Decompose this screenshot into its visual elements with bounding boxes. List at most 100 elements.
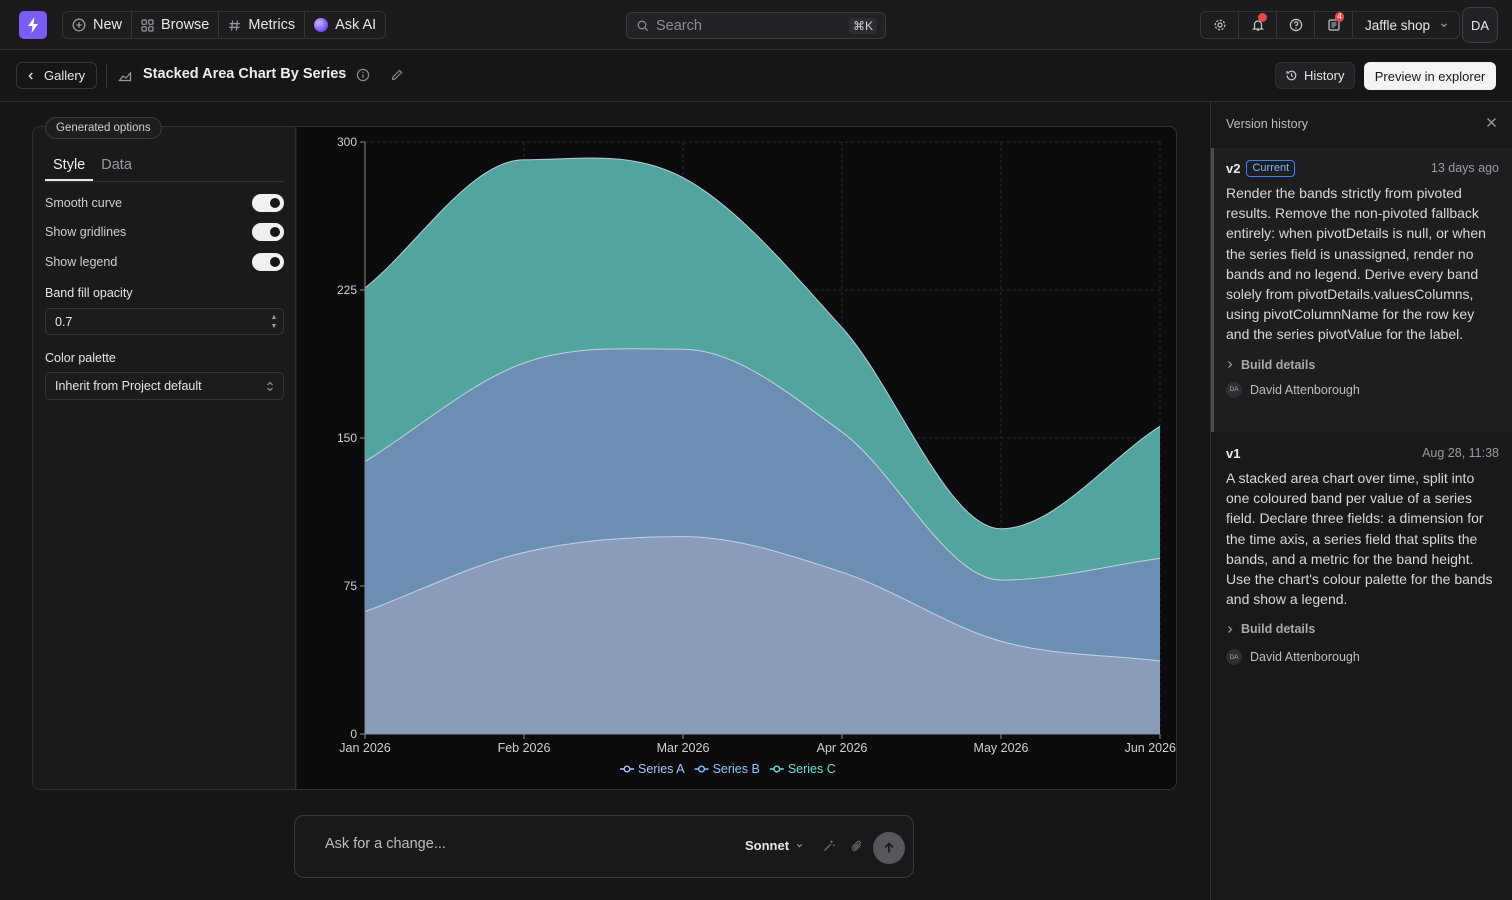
area-chart-icon xyxy=(118,69,132,83)
show-legend-label: Show legend xyxy=(45,255,118,269)
version-date: 13 days ago xyxy=(1430,161,1499,175)
news-icon xyxy=(1327,18,1341,32)
version-history-panel: Version history v2 Current 13 days ago R… xyxy=(1210,102,1512,900)
y-tick-label: 150 xyxy=(337,431,357,445)
version-history-title: Version history xyxy=(1226,117,1308,131)
updates-count: 4 xyxy=(1335,12,1344,22)
metrics-button[interactable]: Metrics xyxy=(219,12,306,38)
x-tick-label: Jun 2026 xyxy=(1125,741,1176,755)
build-details-toggle[interactable]: Build details xyxy=(1226,622,1499,636)
search-input[interactable] xyxy=(656,17,849,34)
pencil-icon[interactable] xyxy=(390,68,404,82)
metrics-button-label: Metrics xyxy=(248,17,296,33)
options-panel: Style Data Smooth curve Show gridlines S… xyxy=(33,127,296,789)
band-fill-opacity-input[interactable] xyxy=(46,314,265,329)
band-fill-opacity-field: ▲ ▼ xyxy=(45,308,284,335)
build-details-label: Build details xyxy=(1241,622,1316,637)
x-tick-label: May 2026 xyxy=(974,741,1029,755)
main-nav: New Browse Metrics Ask AI xyxy=(62,11,387,39)
grid-icon xyxy=(141,18,154,32)
color-palette-select[interactable]: Inherit from Project default xyxy=(45,372,284,400)
notification-dot xyxy=(1258,13,1267,22)
chevron-right-icon xyxy=(1226,360,1234,369)
show-legend-toggle[interactable] xyxy=(252,253,284,271)
current-badge: Current xyxy=(1246,159,1296,177)
history-button[interactable]: History xyxy=(1275,62,1356,89)
model-name: Sonnet xyxy=(745,838,790,853)
y-tick-label: 300 xyxy=(337,135,357,149)
workspace-name: Jaffle shop xyxy=(1365,17,1431,33)
series-line-series-a xyxy=(364,536,1161,662)
back-label: Gallery xyxy=(44,68,86,83)
history-label: History xyxy=(1304,68,1345,83)
version-author: DA David Attenborough xyxy=(1226,649,1499,666)
build-details-toggle[interactable]: Build details xyxy=(1226,358,1499,372)
version-entry-v1[interactable]: v1 Aug 28, 11:38 A stacked area chart ov… xyxy=(1211,433,1512,683)
top-actions: 4 Jaffle shop xyxy=(1200,11,1461,39)
back-to-gallery-button[interactable]: Gallery xyxy=(16,62,98,89)
smooth-curve-toggle[interactable] xyxy=(252,194,284,212)
search-icon xyxy=(637,20,649,32)
y-tick-label: 225 xyxy=(337,283,357,297)
show-gridlines-toggle[interactable] xyxy=(252,223,284,241)
browse-button[interactable]: Browse xyxy=(132,12,220,38)
help-icon xyxy=(1289,18,1303,32)
opacity-stepper[interactable]: ▲ ▼ xyxy=(265,309,283,334)
version-entry-v2[interactable]: v2 Current 13 days ago Render the bands … xyxy=(1211,148,1512,432)
info-icon[interactable] xyxy=(356,68,370,82)
page-title: Stacked Area Chart By Series xyxy=(143,66,347,82)
version-header: v2 Current 13 days ago xyxy=(1226,158,1499,178)
color-palette-value: Inherit from Project default xyxy=(55,379,202,393)
close-icon[interactable] xyxy=(1485,116,1498,129)
select-chevrons-icon xyxy=(266,381,274,392)
gear-icon xyxy=(1213,18,1227,32)
wand-icon[interactable] xyxy=(822,839,836,853)
updates-button[interactable]: 4 xyxy=(1315,12,1353,38)
browse-button-label: Browse xyxy=(161,17,210,33)
search-box[interactable]: ⌘K xyxy=(626,12,886,39)
workspace-switcher[interactable]: Jaffle shop xyxy=(1353,12,1459,38)
new-button[interactable]: New xyxy=(63,12,133,38)
plus-circle-icon xyxy=(72,18,86,32)
version-label-group: v2 Current xyxy=(1226,159,1296,177)
history-icon xyxy=(1285,69,1298,82)
user-avatar[interactable]: DA xyxy=(1462,7,1498,43)
legend-marker xyxy=(773,765,781,773)
settings-button[interactable] xyxy=(1201,12,1239,38)
version-header: v1 Aug 28, 11:38 xyxy=(1226,443,1499,463)
color-palette-label: Color palette xyxy=(45,351,116,365)
version-description: Render the bands strictly from pivoted r… xyxy=(1226,185,1486,343)
hash-icon xyxy=(228,19,241,32)
version-number: v2 xyxy=(1226,160,1241,176)
y-tick-label: 75 xyxy=(344,579,358,593)
model-selector[interactable]: Sonnet xyxy=(745,838,804,853)
send-button[interactable] xyxy=(873,832,905,864)
ask-ai-button[interactable]: Ask AI xyxy=(305,12,385,38)
prompt-input[interactable] xyxy=(325,836,705,852)
x-tick-label: Feb 2026 xyxy=(498,741,551,755)
legend-label: Series B xyxy=(713,762,760,776)
chevron-left-icon xyxy=(26,71,36,81)
paperclip-icon[interactable] xyxy=(850,839,864,853)
smooth-curve-row: Smooth curve xyxy=(45,193,284,213)
stepper-down-icon[interactable]: ▼ xyxy=(270,322,278,330)
bolt-icon xyxy=(28,17,38,33)
help-button[interactable] xyxy=(1277,12,1315,38)
tab-data[interactable]: Data xyxy=(101,157,132,173)
area-band-series-b xyxy=(365,348,1160,661)
area-band-series-c xyxy=(365,157,1160,581)
tab-style[interactable]: Style xyxy=(45,152,94,181)
build-details-label: Build details xyxy=(1241,357,1316,372)
series-line-series-c xyxy=(364,157,1161,530)
version-date: Aug 28, 11:38 xyxy=(1422,446,1499,460)
author-avatar: DA xyxy=(1226,381,1242,398)
arrow-up-icon xyxy=(882,841,896,855)
generated-options-badge: Generated options xyxy=(45,117,162,139)
stepper-up-icon[interactable]: ▲ xyxy=(270,313,278,321)
search-shortcut: ⌘K xyxy=(848,17,877,34)
stacked-area-chart: 0 75 150 225 300 Jan 2026 Feb 2026 Mar 2026 Apr … xyxy=(337,135,1176,776)
notifications-button[interactable] xyxy=(1239,12,1277,38)
app-logo[interactable] xyxy=(19,11,47,39)
preview-in-explorer-button[interactable]: Preview in explorer xyxy=(1364,62,1496,90)
y-tick-label: 0 xyxy=(350,727,357,741)
